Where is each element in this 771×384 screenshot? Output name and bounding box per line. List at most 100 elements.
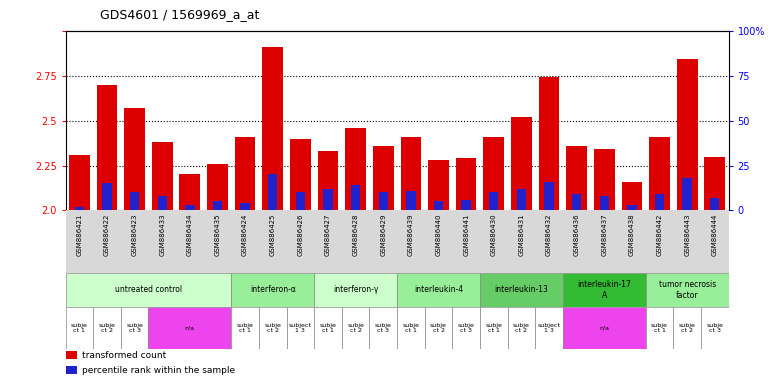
Text: subject
1 3: subject 1 3 [289, 323, 311, 333]
Bar [290, 139, 311, 210]
Bar [425, 307, 453, 349]
Bar [351, 185, 360, 210]
Text: subje
ct 3: subje ct 3 [706, 323, 723, 333]
Text: subje
ct 1: subje ct 1 [485, 323, 502, 333]
Bar [428, 160, 449, 210]
Bar [673, 307, 701, 349]
Bar [563, 273, 645, 307]
Text: GSM886439: GSM886439 [408, 214, 414, 256]
Bar [535, 307, 563, 349]
Text: subje
ct 2: subje ct 2 [678, 323, 695, 333]
Bar [705, 157, 726, 210]
Bar [124, 108, 145, 210]
Bar [563, 307, 645, 349]
Bar [241, 203, 250, 210]
Bar [318, 151, 338, 210]
Text: GSM886427: GSM886427 [325, 214, 331, 256]
Text: interleukin-4: interleukin-4 [414, 285, 463, 295]
Bar [594, 149, 614, 210]
Bar [152, 142, 173, 210]
Bar [93, 307, 121, 349]
Bar [511, 117, 532, 210]
Bar [103, 184, 112, 210]
Bar [649, 137, 670, 210]
Bar [66, 366, 77, 374]
Text: GSM886444: GSM886444 [712, 214, 718, 256]
Bar [180, 174, 200, 210]
Text: subje
ct 2: subje ct 2 [264, 323, 281, 333]
Bar [462, 200, 471, 210]
Bar [296, 192, 305, 210]
Bar [544, 182, 554, 210]
Bar [287, 307, 315, 349]
Text: GSM886423: GSM886423 [132, 214, 137, 256]
Text: transformed count: transformed count [82, 351, 167, 359]
Text: subje
ct 2: subje ct 2 [347, 323, 364, 333]
Bar [259, 307, 287, 349]
Bar [489, 192, 498, 210]
Text: GSM886441: GSM886441 [463, 214, 469, 256]
Bar [323, 189, 332, 210]
Text: GSM886424: GSM886424 [242, 214, 248, 256]
Bar [645, 307, 673, 349]
Text: subje
ct 1: subje ct 1 [237, 323, 254, 333]
Bar [69, 155, 89, 210]
Bar [397, 307, 425, 349]
Bar [75, 207, 84, 210]
Bar [483, 137, 504, 210]
Text: GSM886432: GSM886432 [546, 214, 552, 256]
Text: GDS4601 / 1569969_a_at: GDS4601 / 1569969_a_at [100, 8, 260, 21]
Text: subje
ct 3: subje ct 3 [375, 323, 392, 333]
Bar [234, 137, 255, 210]
Text: GSM886430: GSM886430 [491, 214, 497, 256]
Bar [207, 164, 228, 210]
Text: interleukin-17
A: interleukin-17 A [577, 280, 631, 300]
Text: GSM886442: GSM886442 [657, 214, 662, 256]
Bar [480, 307, 507, 349]
Text: n/a: n/a [599, 325, 609, 331]
Text: subje
ct 2: subje ct 2 [99, 323, 116, 333]
Bar [157, 196, 167, 210]
Text: subje
ct 1: subje ct 1 [319, 323, 336, 333]
Text: GSM886428: GSM886428 [352, 214, 359, 256]
Bar [315, 307, 342, 349]
Text: GSM886429: GSM886429 [380, 214, 386, 256]
Bar [262, 47, 283, 210]
Text: GSM886438: GSM886438 [629, 214, 635, 256]
Text: GSM886425: GSM886425 [270, 214, 276, 256]
Text: subje
ct 1: subje ct 1 [402, 323, 419, 333]
Bar [434, 202, 443, 210]
Text: GSM886421: GSM886421 [76, 214, 82, 256]
Bar [480, 273, 563, 307]
Bar [400, 137, 421, 210]
Bar [406, 191, 416, 210]
Bar [600, 196, 609, 210]
Text: interferon-α: interferon-α [250, 285, 296, 295]
Text: subje
ct 3: subje ct 3 [458, 323, 475, 333]
Bar [213, 202, 222, 210]
Bar [342, 307, 369, 349]
Text: interferon-γ: interferon-γ [333, 285, 379, 295]
Bar [148, 307, 231, 349]
Bar [628, 205, 637, 210]
Bar [66, 307, 93, 349]
Text: GSM886426: GSM886426 [298, 214, 303, 256]
Bar [66, 273, 231, 307]
Text: GSM886433: GSM886433 [160, 214, 165, 256]
Text: GSM886422: GSM886422 [104, 214, 110, 256]
Bar [397, 273, 480, 307]
Bar [315, 273, 397, 307]
Bar [572, 194, 581, 210]
Text: subje
ct 2: subje ct 2 [430, 323, 447, 333]
Bar [655, 194, 664, 210]
Text: subje
ct 2: subje ct 2 [513, 323, 530, 333]
Text: percentile rank within the sample: percentile rank within the sample [82, 366, 235, 375]
Bar [517, 189, 526, 210]
Bar [373, 146, 394, 210]
Bar [96, 84, 117, 210]
Text: GSM886431: GSM886431 [518, 214, 524, 256]
Bar [379, 192, 388, 210]
Text: subject
1 3: subject 1 3 [537, 323, 561, 333]
Bar [539, 78, 560, 210]
Text: GSM886440: GSM886440 [436, 214, 442, 256]
